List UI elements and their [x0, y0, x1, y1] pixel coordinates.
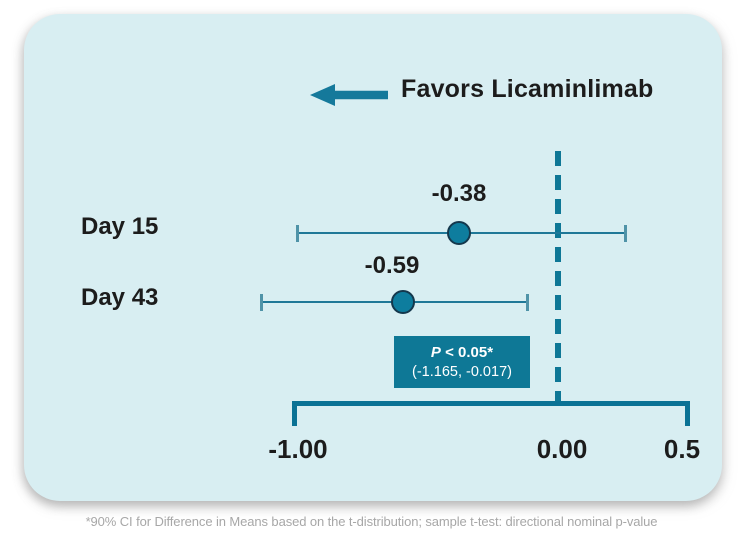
pvalue-ci-text: (-1.165, -0.017) — [412, 364, 512, 381]
row-label-day-43: Day 43 — [81, 284, 159, 311]
point-estimate-day-43 — [391, 290, 415, 314]
ci-cap-day-15-right — [624, 225, 627, 242]
x-axis-end-tick-right — [685, 401, 690, 426]
ci-cap-day-43-left — [260, 294, 263, 311]
left-arrow-icon — [310, 84, 388, 106]
row-label-day-15: Day 15 — [81, 213, 159, 240]
chart-card: Favors Licaminlimab Day 15 -0.38 Day 43 … — [24, 14, 722, 501]
estimate-value-day-15: -0.38 — [431, 180, 487, 207]
x-tick-label-zero: 0.00 — [536, 434, 588, 464]
pvalue-rest: < 0.05* — [440, 343, 494, 361]
point-estimate-day-15 — [447, 221, 471, 245]
x-tick-label-neg-1: -1.00 — [268, 434, 328, 464]
pvalue-text: P < 0.05* — [431, 343, 493, 363]
ci-cap-day-43-right — [526, 294, 529, 311]
estimate-value-day-43: -0.59 — [364, 252, 420, 279]
zero-reference-dashed-line — [555, 151, 561, 403]
direction-legend-label: Favors Licaminlimab — [401, 75, 654, 103]
p-symbol: P — [430, 343, 441, 361]
x-axis-end-tick-left — [292, 401, 297, 426]
x-tick-label-0-5: 0.5 — [663, 434, 701, 464]
ci-cap-day-15-left — [296, 225, 299, 242]
footnote-text: *90% CI for Difference in Means based on… — [85, 514, 658, 529]
pvalue-annotation-box: P < 0.05* (-1.165, -0.017) — [394, 336, 530, 388]
x-axis-line — [292, 401, 690, 406]
